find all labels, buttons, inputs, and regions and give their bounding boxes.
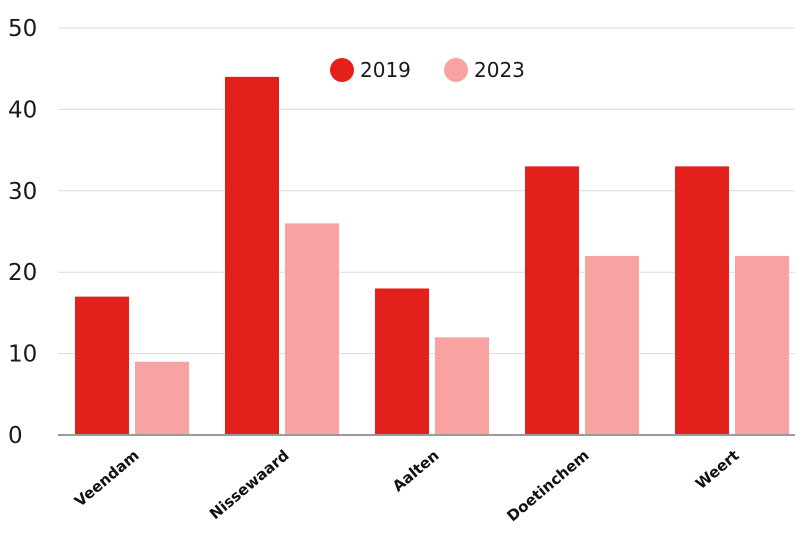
y-tick-label: 20 xyxy=(8,260,37,286)
y-tick-label: 10 xyxy=(8,342,37,368)
x-tick-label: Nissewaard xyxy=(206,446,293,523)
x-axis-labels: Veendam Nissewaard Aalten Doetinchem Weert xyxy=(71,446,743,525)
bar-nissewaard-2019 xyxy=(225,76,279,435)
bar-doetinchem-2019 xyxy=(525,166,579,435)
legend: 2019 2023 xyxy=(330,58,525,82)
x-tick-label: Aalten xyxy=(389,446,443,495)
bars xyxy=(75,76,789,435)
bar-veendam-2023 xyxy=(135,361,189,435)
x-tick-label: Veendam xyxy=(71,446,143,510)
x-tick-label: Doetinchem xyxy=(503,446,592,525)
y-axis-ticks: 0 10 20 30 40 50 xyxy=(8,16,37,449)
bar-weert-2019 xyxy=(675,166,729,435)
bar-doetinchem-2023 xyxy=(585,255,639,435)
y-tick-label: 0 xyxy=(8,423,23,449)
bar-aalten-2023 xyxy=(435,337,489,435)
bar-aalten-2019 xyxy=(375,288,429,435)
legend-label: 2019 xyxy=(360,58,411,82)
bar-weert-2023 xyxy=(735,255,789,435)
legend-swatch-2023 xyxy=(444,58,468,82)
legend-label: 2023 xyxy=(474,58,525,82)
bar-nissewaard-2023 xyxy=(285,223,339,435)
x-tick-label: Weert xyxy=(692,446,743,493)
y-tick-label: 40 xyxy=(8,97,37,123)
bar-veendam-2019 xyxy=(75,296,129,435)
legend-swatch-2019 xyxy=(330,58,354,82)
y-tick-label: 30 xyxy=(8,179,37,205)
y-tick-label: 50 xyxy=(8,16,37,42)
gridlines xyxy=(58,27,795,355)
